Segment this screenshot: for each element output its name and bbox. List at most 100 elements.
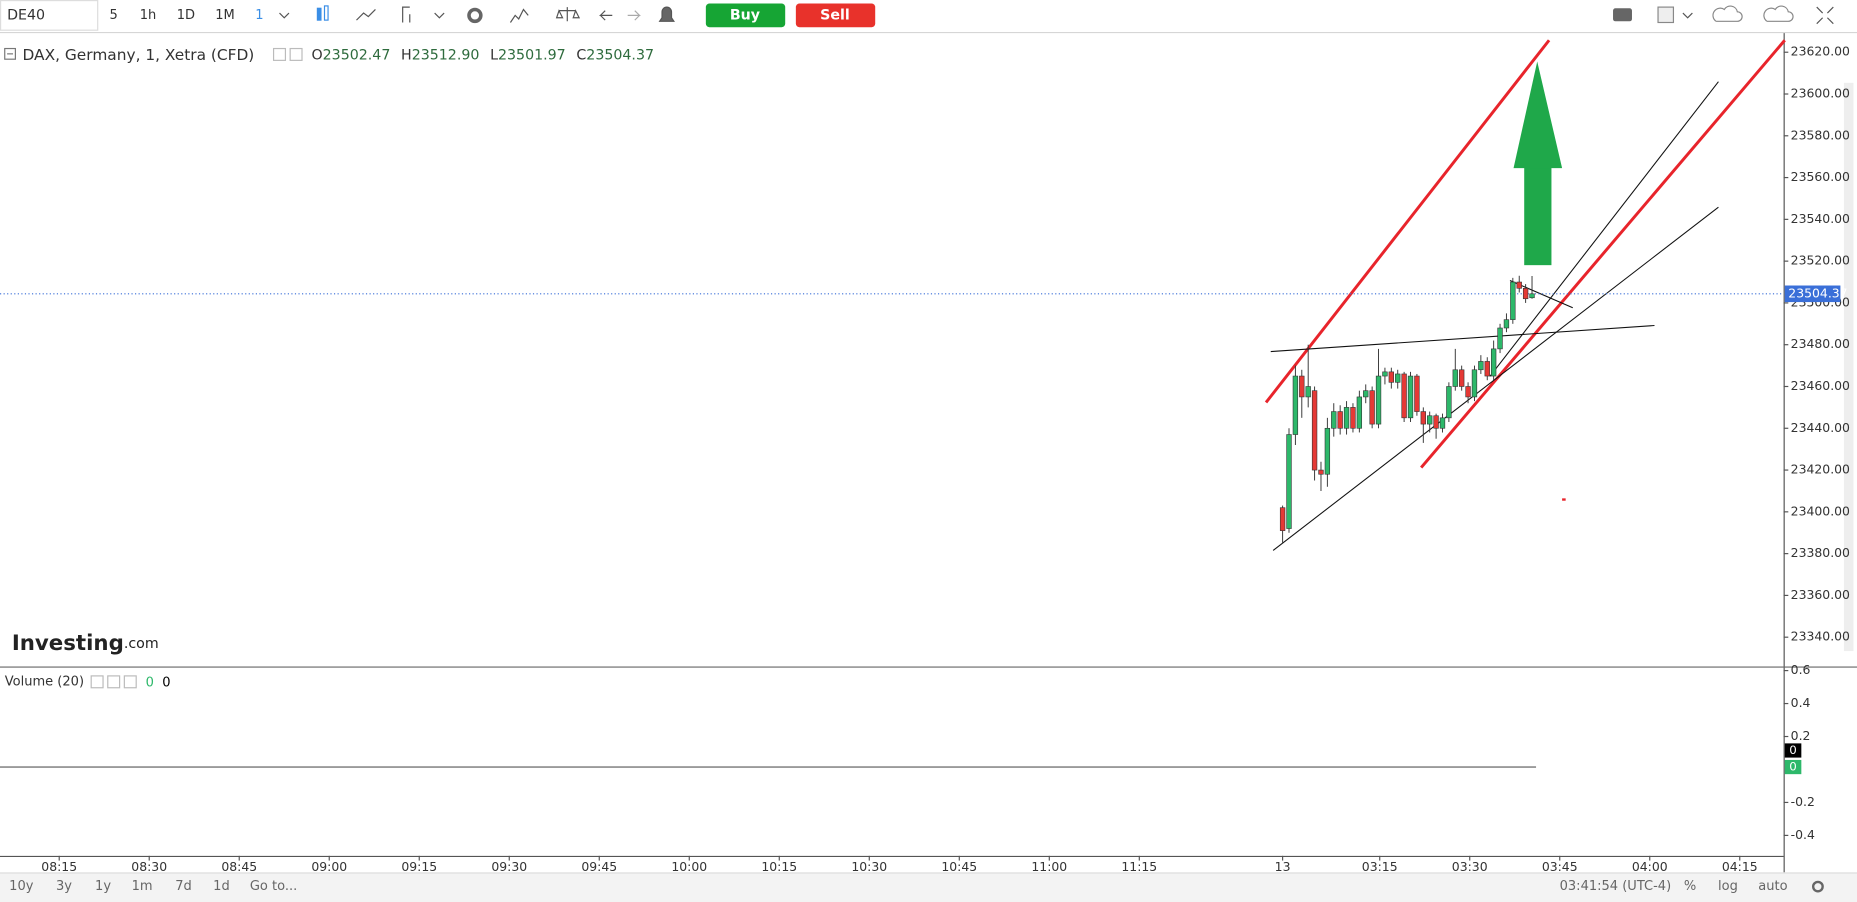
ohlc-value: 23502.47 xyxy=(323,48,391,64)
candle-body xyxy=(1305,386,1311,398)
x-tick-label: 03:30 xyxy=(1452,859,1488,874)
y-tick-label: 23560.00 xyxy=(1791,169,1850,184)
y-tick-label: 0.4 xyxy=(1791,695,1811,710)
candle-body xyxy=(1356,396,1363,429)
camera-icon[interactable] xyxy=(1613,8,1632,22)
candle-body xyxy=(1407,375,1414,419)
candle-body xyxy=(1382,371,1388,377)
candle-body xyxy=(1350,407,1356,429)
y-tick-label: 0.2 xyxy=(1791,728,1811,743)
arrow-shaft xyxy=(1524,165,1552,266)
legend-icon[interactable] xyxy=(123,675,137,689)
x-tick-label: 10:00 xyxy=(671,859,707,874)
legend-icon[interactable] xyxy=(90,675,104,689)
collapse-icon[interactable] xyxy=(4,47,16,60)
layout-icon[interactable] xyxy=(1657,6,1675,24)
interval-button[interactable]: 1 xyxy=(255,8,263,23)
range-button[interactable]: 1y xyxy=(95,879,111,894)
y-tick-label: 23420.00 xyxy=(1791,462,1850,477)
trend-line xyxy=(1272,206,1719,551)
indicator-icon[interactable] xyxy=(402,6,411,23)
y-tick-label: 23340.00 xyxy=(1791,629,1850,644)
y-tick-label: 23460.00 xyxy=(1791,378,1850,393)
interval-button[interactable]: 1M xyxy=(215,8,235,23)
watermark: Investing.com xyxy=(12,631,159,656)
stray-mark xyxy=(1562,498,1566,501)
x-tick-label: 04:15 xyxy=(1722,859,1758,874)
y-tick-label: 23620.00 xyxy=(1791,44,1850,59)
candle-body xyxy=(1439,417,1446,429)
candle-body xyxy=(1516,281,1522,289)
toolbar-icons xyxy=(279,5,1834,25)
candle-body xyxy=(1324,427,1331,475)
save-icon[interactable] xyxy=(1763,5,1794,22)
alert-icon[interactable] xyxy=(658,6,675,22)
arrow-head xyxy=(1513,61,1563,169)
candle-icon[interactable] xyxy=(316,7,322,21)
x-tick-label: 11:00 xyxy=(1031,859,1067,874)
candle-icon[interactable] xyxy=(323,5,329,21)
candle-body xyxy=(1414,375,1420,412)
candle-body xyxy=(1395,373,1401,383)
studies-icon[interactable] xyxy=(509,8,529,23)
trend-line xyxy=(1420,39,1786,469)
candle-body xyxy=(1286,434,1292,529)
scale-option[interactable]: auto xyxy=(1758,879,1787,894)
fullscreen-icon[interactable] xyxy=(1816,6,1834,25)
candle-body xyxy=(1497,327,1503,350)
dropdown-icon[interactable] xyxy=(279,12,290,19)
scrollbar[interactable] xyxy=(1843,82,1854,652)
x-tick-label: 13 xyxy=(1275,859,1291,874)
legend-icon[interactable] xyxy=(272,47,287,61)
legend-icon[interactable] xyxy=(107,675,121,689)
interval-button[interactable]: 5 xyxy=(110,8,118,23)
dropdown-icon[interactable] xyxy=(1682,12,1693,19)
x-tick-label: 04:00 xyxy=(1632,859,1668,874)
buy-button[interactable] xyxy=(705,3,786,28)
dropdown-icon[interactable] xyxy=(434,12,445,19)
range-button[interactable]: 1m xyxy=(132,879,153,894)
line-icon[interactable] xyxy=(356,9,376,21)
candle-body xyxy=(1427,415,1433,425)
x-tick-label: 08:30 xyxy=(131,859,167,874)
x-tick-label: 03:45 xyxy=(1542,859,1578,874)
undo-icon[interactable] xyxy=(599,10,613,21)
goto[interactable]: Go to... xyxy=(250,879,297,894)
candle-body xyxy=(1369,390,1375,425)
x-tick-label: 08:45 xyxy=(221,859,257,874)
compare-icon[interactable] xyxy=(555,7,581,22)
scale-option[interactable]: % xyxy=(1684,879,1696,894)
symbol[interactable]: DE40 xyxy=(7,7,45,23)
range-button[interactable]: 3y xyxy=(56,879,72,894)
range-button[interactable]: 1d xyxy=(213,879,230,894)
candle-body xyxy=(1465,386,1471,398)
legend-icon[interactable] xyxy=(289,47,303,61)
candle-body xyxy=(1452,369,1458,387)
candle-body xyxy=(1459,369,1465,387)
volume-marker xyxy=(1784,743,1802,758)
range-button[interactable]: 7d xyxy=(175,879,192,894)
candle-body xyxy=(1478,361,1484,371)
volume-value: 0 xyxy=(146,676,154,691)
settings-icon[interactable] xyxy=(1811,880,1824,893)
x-tick-label: 08:15 xyxy=(41,859,77,874)
sell-label[interactable]: Sell xyxy=(820,7,850,23)
range-button[interactable]: 10y xyxy=(9,879,34,894)
load-icon[interactable] xyxy=(1712,5,1743,22)
x-tick-label: 03:15 xyxy=(1362,859,1398,874)
scale-option[interactable]: log xyxy=(1718,879,1738,894)
last-price-box xyxy=(1784,285,1841,303)
y-tick-label: 23520.00 xyxy=(1791,253,1850,268)
symbol-box[interactable] xyxy=(0,0,99,31)
interval-button[interactable]: 1D xyxy=(177,8,195,23)
x-tick-label: 10:45 xyxy=(941,859,977,874)
candle-body xyxy=(1337,411,1343,429)
sell-button[interactable] xyxy=(795,3,876,28)
redo-icon[interactable] xyxy=(627,10,641,21)
buy-label[interactable]: Buy xyxy=(730,7,760,23)
interval-button[interactable]: 1h xyxy=(140,8,157,23)
y-tick-label: -0.2 xyxy=(1791,794,1815,809)
settings-icon[interactable] xyxy=(467,7,483,24)
candle-body xyxy=(1522,288,1529,300)
